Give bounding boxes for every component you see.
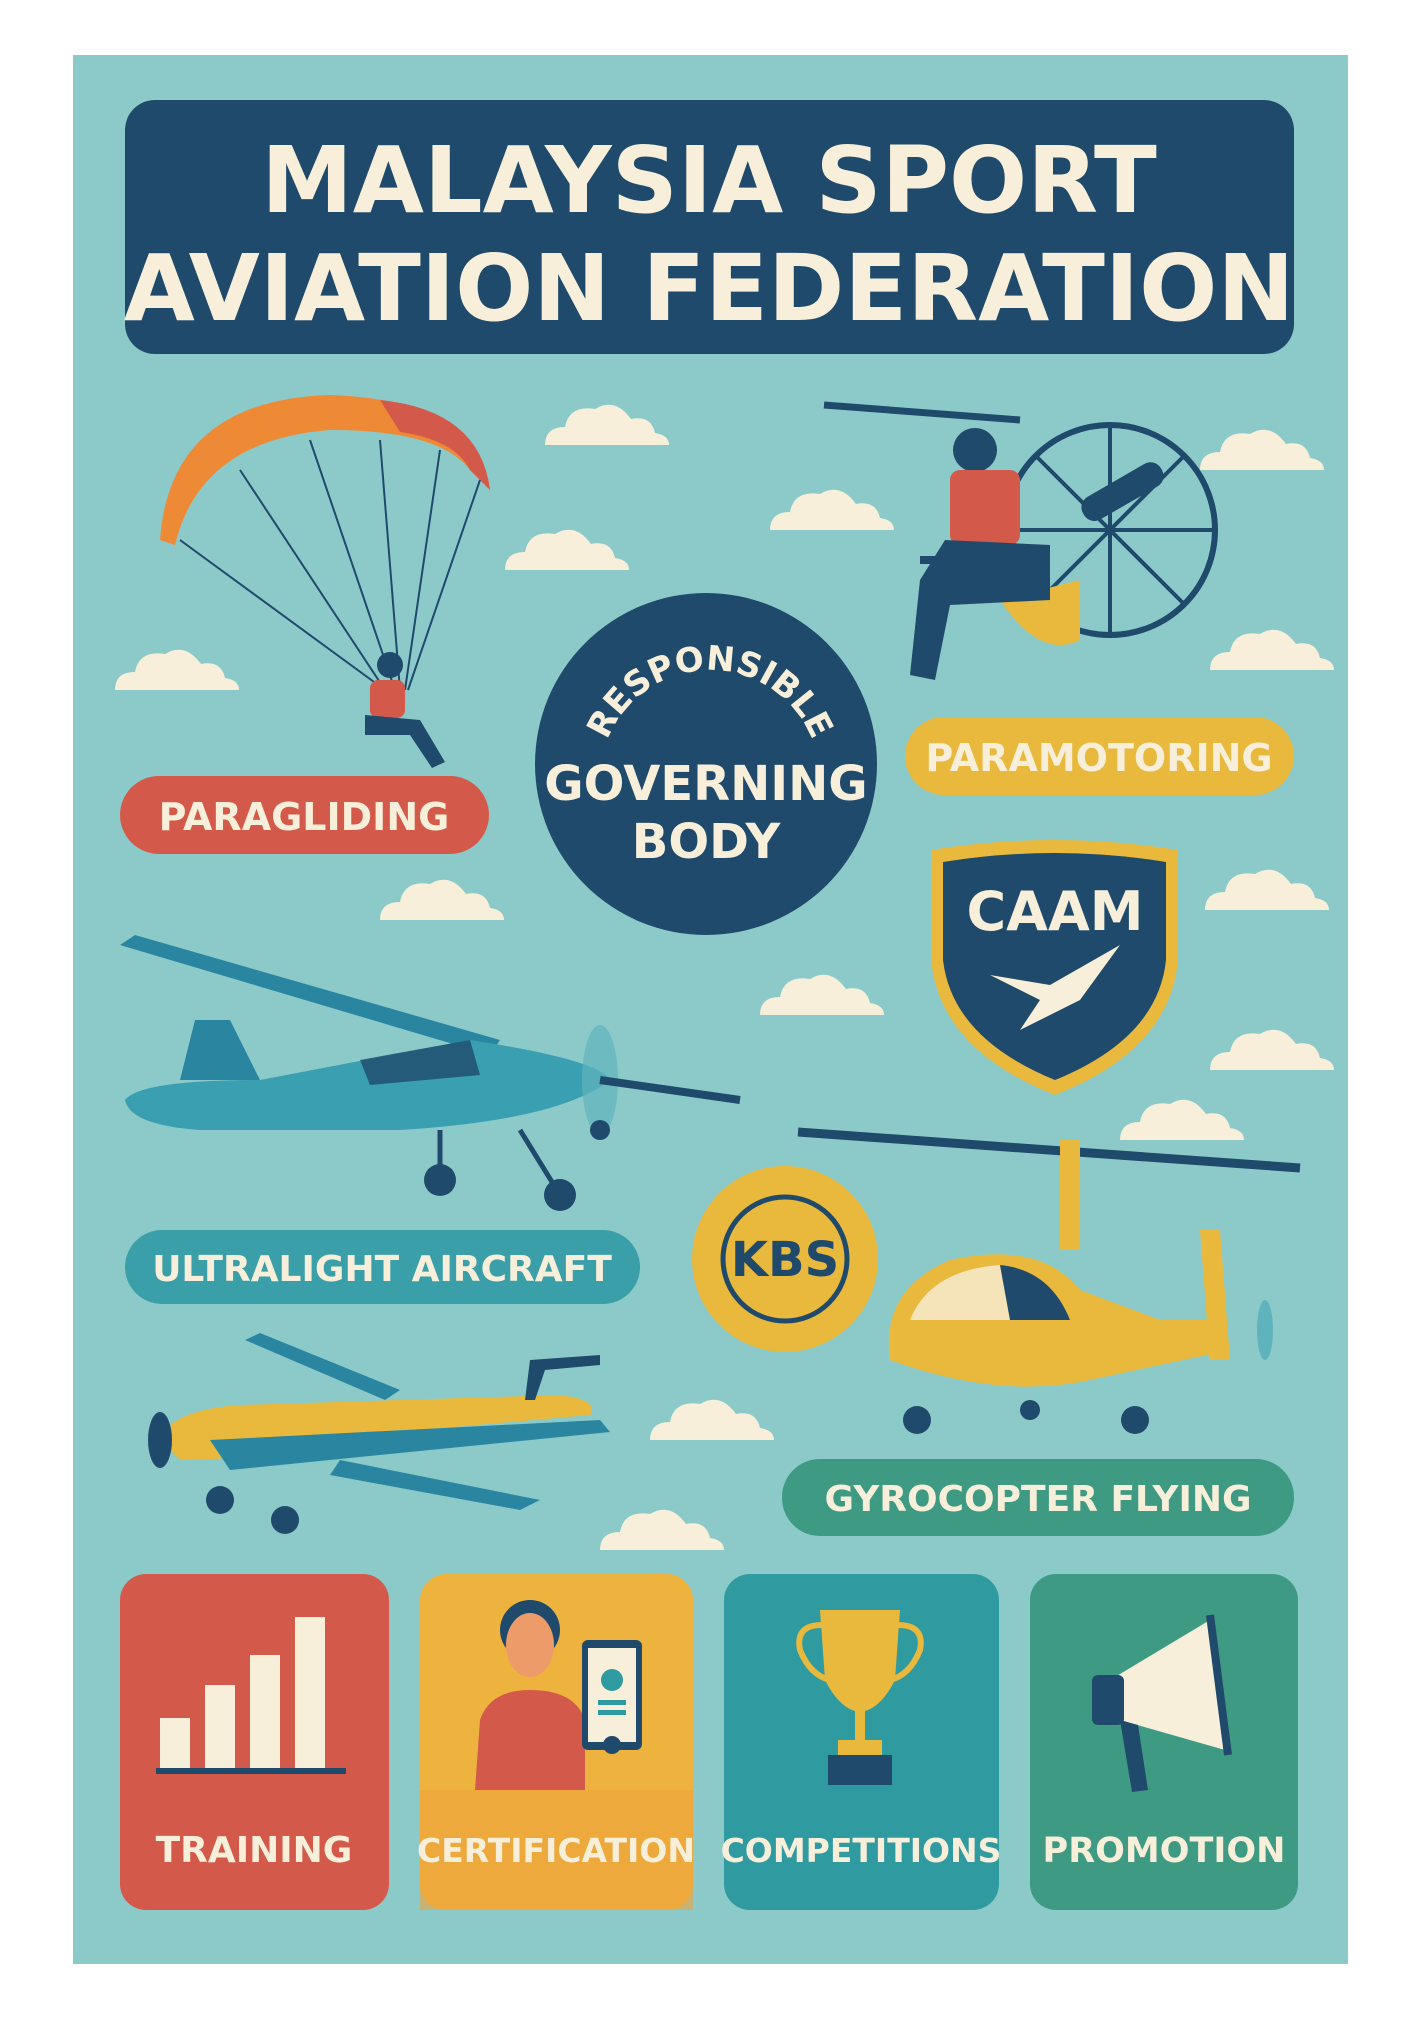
- caam-text: CAAM: [967, 880, 1144, 943]
- kbs-logo: KBS: [692, 1166, 878, 1352]
- gyrocopter-flying-label: GYROCOPTER FLYING: [782, 1459, 1294, 1536]
- card-certification: CERTIFICATION: [417, 1574, 695, 1910]
- svg-text:PARAMOTORING: PARAMOTORING: [925, 736, 1272, 780]
- biplane-icon: [148, 1333, 610, 1534]
- svg-text:ULTRALIGHT AIRCRAFT: ULTRALIGHT AIRCRAFT: [152, 1249, 612, 1290]
- caam-logo: CAAM: [931, 840, 1178, 1095]
- card-competitions: COMPETITIONS: [721, 1574, 1002, 1910]
- paramotoring-label: PARAMOTORING: [905, 717, 1294, 795]
- svg-text:TRAINING: TRAINING: [156, 1830, 353, 1871]
- svg-text:GYROCOPTER FLYING: GYROCOPTER FLYING: [824, 1479, 1251, 1520]
- paraglider-icon: [160, 395, 490, 768]
- card-promotion: PROMOTION: [1030, 1574, 1298, 1910]
- paramotor-icon: [823, 401, 1218, 680]
- title-line-2: AVIATION FEDERATION: [124, 235, 1295, 342]
- certificate-icon: [475, 1600, 642, 1790]
- svg-text:COMPETITIONS: COMPETITIONS: [721, 1831, 1002, 1870]
- badge-line-1: GOVERNING: [544, 756, 867, 812]
- paragliding-label: PARAGLIDING: [120, 776, 489, 854]
- svg-text:PROMOTION: PROMOTION: [1043, 1831, 1286, 1871]
- trophy-icon: [796, 1610, 924, 1785]
- svg-text:CERTIFICATION: CERTIFICATION: [417, 1831, 695, 1870]
- title-banner: MALAYSIA SPORT AVIATION FEDERATION: [124, 100, 1295, 354]
- kbs-text: KBS: [731, 1232, 839, 1288]
- ultralight-plane-icon: [120, 935, 741, 1211]
- megaphone-icon: [1092, 1614, 1232, 1792]
- bird-icon: [990, 945, 1120, 1030]
- gyrocopter-icon: [797, 1127, 1301, 1434]
- bar-chart-icon: [156, 1617, 346, 1774]
- ultralight-aircraft-label: ULTRALIGHT AIRCRAFT: [125, 1230, 640, 1304]
- card-training: TRAINING: [120, 1574, 389, 1910]
- badge-line-2: BODY: [632, 814, 782, 870]
- svg-text:PARAGLIDING: PARAGLIDING: [159, 795, 450, 839]
- title-line-1: MALAYSIA SPORT: [261, 127, 1157, 234]
- governing-body-badge: RESPONSIBLE GOVERNING BODY: [535, 593, 877, 935]
